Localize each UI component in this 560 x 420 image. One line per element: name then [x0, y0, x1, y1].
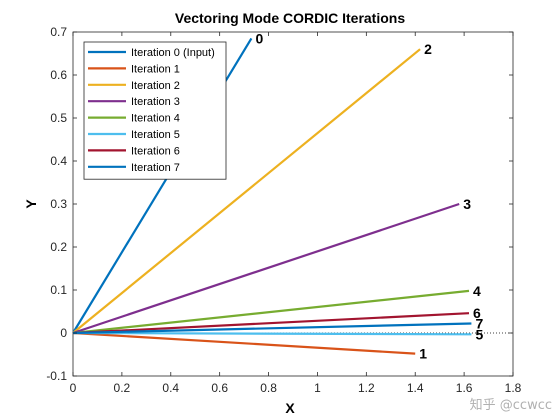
series-line-7	[72, 322, 472, 335]
x-tick-label: 1.4	[407, 381, 424, 395]
x-tick-label: 0.2	[114, 381, 131, 395]
legend-entry-1: Iteration 1	[131, 63, 180, 75]
x-tick-label: 1.8	[505, 381, 522, 395]
legend-entry-6: Iteration 6	[131, 145, 180, 157]
legend-entry-3: Iteration 3	[131, 96, 180, 108]
series-end-label-7: 7	[475, 316, 483, 332]
y-tick-label: 0.6	[50, 68, 67, 82]
series-line-5	[72, 331, 472, 336]
chart-title: Vectoring Mode CORDIC Iterations	[175, 10, 405, 26]
series-end-label-1: 1	[419, 346, 427, 362]
x-tick-label: 0	[70, 381, 77, 395]
series-end-label-5: 5	[475, 326, 483, 342]
legend-entry-5: Iteration 5	[131, 129, 180, 141]
x-tick-label: 0.8	[260, 381, 277, 395]
series-end-label-2: 2	[424, 41, 432, 57]
series-line-2	[72, 48, 421, 334]
legend-box	[83, 41, 227, 180]
x-tick-label: 1.6	[456, 381, 473, 395]
series-line-1	[72, 331, 416, 355]
y-tick-label: 0.2	[50, 240, 67, 254]
legend-entry-4: Iteration 4	[131, 113, 180, 125]
x-tick-label: 0.4	[162, 381, 179, 395]
series-end-label-3: 3	[463, 196, 471, 212]
y-tick-label: 0.3	[50, 197, 67, 211]
legend-entry-7: Iteration 7	[131, 162, 180, 174]
series-line-6	[72, 312, 470, 335]
y-tick-label: 0.4	[50, 154, 67, 168]
series-end-label-0: 0	[255, 30, 263, 46]
y-axis-label: Y	[23, 199, 39, 209]
y-tick-label: -0.1	[46, 369, 67, 383]
x-tick-label: 1.2	[358, 381, 375, 395]
legend: Iteration 0 (Input) Iteration 1 Iteration …	[83, 41, 227, 180]
series-end-label-4: 4	[473, 283, 481, 299]
y-tick-label: 0.7	[50, 25, 67, 39]
y-tick-label: 0	[60, 326, 67, 340]
y-tick-label: 0.5	[50, 111, 67, 125]
watermark: 知乎 @ccwcc	[470, 397, 552, 413]
x-tick-label: 1	[314, 381, 321, 395]
series-line-3	[72, 202, 460, 335]
x-tick-label: 0.6	[211, 381, 228, 395]
legend-entry-0: Iteration 0 (Input)	[131, 47, 215, 59]
x-axis-label: X	[285, 400, 295, 416]
series-end-label-6: 6	[473, 305, 481, 321]
series-line-4	[72, 289, 470, 335]
legend-entry-2: Iteration 2	[131, 80, 180, 92]
y-tick-label: 0.1	[50, 283, 67, 297]
